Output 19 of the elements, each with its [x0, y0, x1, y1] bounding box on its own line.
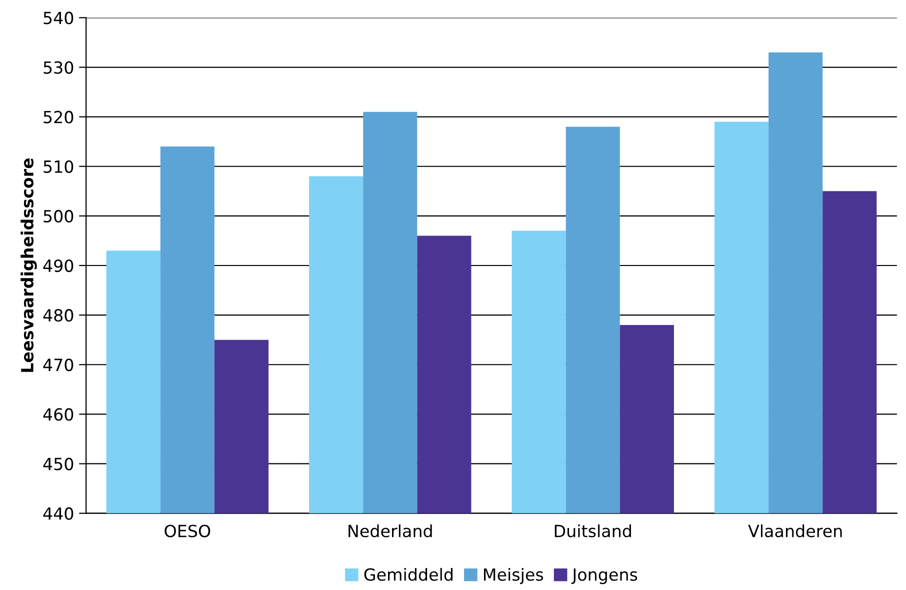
x-tick-label: Vlaanderen: [748, 524, 842, 538]
legend-label: Gemiddeld: [364, 568, 453, 581]
legend-label: Jongens: [571, 568, 638, 584]
y-tick-label: 520: [44, 110, 74, 124]
legend-label: Meisjes: [484, 568, 544, 584]
x-tick-label: OESO: [164, 524, 210, 538]
y-tick-label: 460: [43, 408, 74, 421]
y-tick-label: 510: [44, 160, 74, 173]
x-tick-label: Nederland: [348, 524, 432, 538]
y-tick-label: 490: [43, 259, 74, 272]
y-tick-label: 480: [43, 309, 74, 322]
x-tick-label: Duitsland: [554, 524, 631, 538]
y-axis-title: Leesvaardigheidsscore: [20, 158, 37, 372]
y-tick-label: 450: [43, 458, 74, 470]
y-tick-label: 470: [43, 358, 74, 372]
y-tick-label: 440: [43, 507, 74, 520]
y-tick-label: 500: [44, 210, 74, 223]
y-tick-label: 540: [44, 12, 74, 24]
y-tick-label: 530: [44, 61, 74, 74]
